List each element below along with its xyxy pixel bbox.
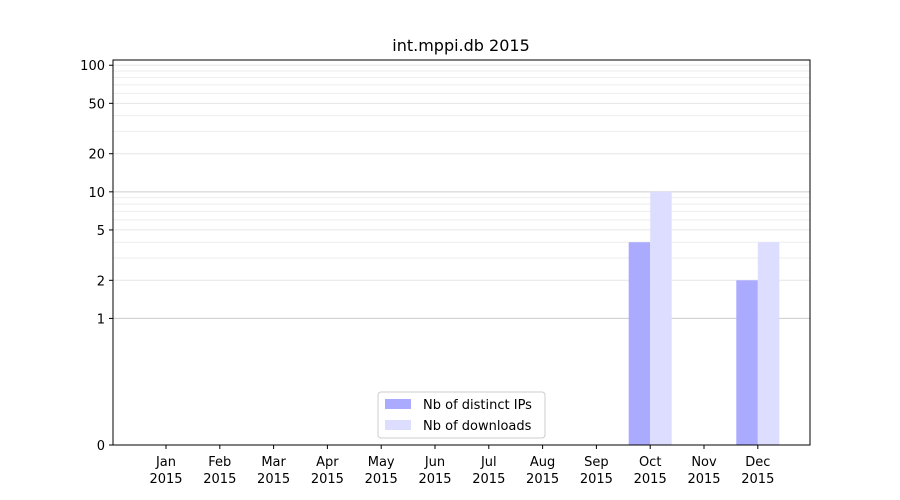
x-tick-label-year: 2015 <box>472 472 505 487</box>
legend: Nb of distinct IPs Nb of downloads <box>377 391 546 439</box>
legend-swatch <box>385 420 411 430</box>
x-tick-label-month: Aug <box>530 455 555 470</box>
plot-frame <box>112 59 811 446</box>
x-tick-label-month: Feb <box>208 455 231 470</box>
x-tick-label-year: 2015 <box>741 472 774 487</box>
bar <box>736 280 758 445</box>
x-tick-label-month: Dec <box>745 455 770 470</box>
x-tick-label-year: 2015 <box>365 472 398 487</box>
y-tick-label: 1 <box>97 312 105 327</box>
x-tick-label-year: 2015 <box>687 472 720 487</box>
y-tick-label: 5 <box>97 224 105 239</box>
x-tick-label-year: 2015 <box>203 472 236 487</box>
x-tick-label-year: 2015 <box>257 472 290 487</box>
y-tick-label: 50 <box>88 97 105 112</box>
x-tick-label-month: Jan <box>155 455 176 470</box>
y-tick-label: 100 <box>80 59 105 74</box>
bar <box>757 242 780 445</box>
x-tick-label-year: 2015 <box>149 472 182 487</box>
bars <box>628 191 780 445</box>
x-tick-label-month: Sep <box>584 455 609 470</box>
legend-swatch <box>385 399 411 409</box>
x-tick-label-year: 2015 <box>634 472 667 487</box>
x-tick-label-month: Nov <box>691 455 717 470</box>
y-axis: 0 1 2 5 10 20 50 100 <box>80 59 113 454</box>
x-axis: Jan 2015 Feb 2015 Mar 2015 Apr 2015 May 2015 Jun 20… <box>149 445 774 487</box>
x-tick-label-month: Mar <box>261 455 286 470</box>
x-tick-label-year: 2015 <box>418 472 451 487</box>
x-tick-label-month: Jun <box>424 455 445 470</box>
bar <box>628 242 651 445</box>
y-tick-label: 0 <box>97 439 105 454</box>
y-tick-label: 2 <box>97 274 105 289</box>
x-tick-label-year: 2015 <box>526 472 559 487</box>
grid <box>113 64 810 319</box>
x-tick-label-year: 2015 <box>311 472 344 487</box>
legend-label: Nb of distinct IPs <box>423 398 532 413</box>
x-tick-label-month: Jul <box>480 455 497 470</box>
x-tick-label-month: May <box>368 455 395 470</box>
legend-box <box>377 391 546 439</box>
x-tick-label-month: Oct <box>639 455 661 470</box>
x-tick-label-month: Apr <box>316 455 339 470</box>
legend-label: Nb of downloads <box>423 419 532 434</box>
y-tick-label: 10 <box>88 186 105 201</box>
x-tick-label-year: 2015 <box>580 472 613 487</box>
y-tick-label: 20 <box>88 148 105 163</box>
bar <box>650 191 672 445</box>
chart-title: int.mppi.db 2015 <box>392 36 530 55</box>
